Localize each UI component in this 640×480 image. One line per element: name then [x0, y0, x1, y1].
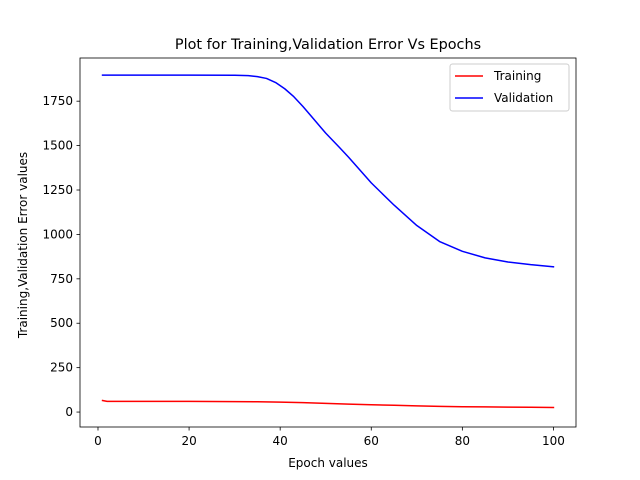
y-tick-label: 1750	[42, 94, 73, 108]
y-tick-label: 0	[65, 405, 73, 419]
x-tick-label: 40	[273, 434, 288, 448]
x-tick-label: 20	[181, 434, 196, 448]
x-tick-label: 100	[542, 434, 565, 448]
legend-label-training: Training	[493, 69, 541, 83]
y-tick-label: 250	[50, 361, 73, 375]
validation-series-line	[101, 74, 555, 268]
training-series-line	[101, 399, 555, 409]
x-tick-label: 80	[455, 434, 470, 448]
y-tick-label: 750	[50, 272, 73, 286]
y-axis-label: Training,Validation Error values	[16, 152, 30, 339]
x-tick-label: 0	[94, 434, 102, 448]
y-tick-label: 1000	[42, 227, 73, 241]
x-tick-label: 60	[364, 434, 379, 448]
x-axis-label: Epoch values	[288, 456, 368, 470]
axes-frame	[79, 57, 577, 428]
chart-title: Plot for Training,Validation Error Vs Ep…	[175, 37, 481, 53]
y-tick-label: 1250	[42, 183, 73, 197]
y-tick-label: 500	[50, 316, 73, 330]
plot-area: 0 20 40 60 80 10002505007501000125015001750Tr…	[42, 57, 577, 448]
y-tick-label: 1500	[42, 139, 73, 153]
legend-label-validation: Validation	[494, 91, 553, 105]
